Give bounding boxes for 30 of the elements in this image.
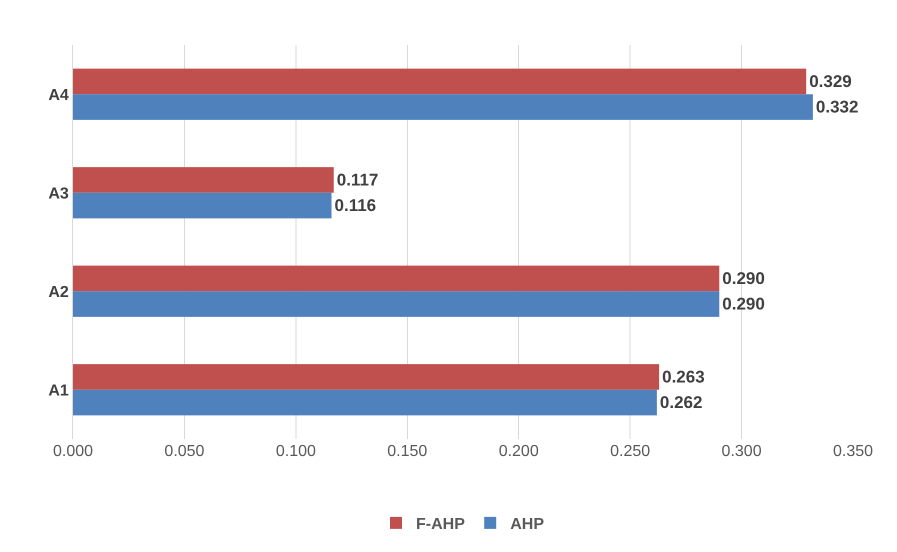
x-tick-label: 0.200: [498, 443, 539, 460]
x-tick-label: 0.050: [164, 443, 205, 460]
data-label: 0.117: [336, 170, 378, 190]
x-tick-label: 0.250: [610, 443, 650, 460]
bar: [73, 94, 813, 120]
bar: [73, 364, 660, 390]
data-label: 0.262: [660, 393, 702, 412]
legend-label: AHP: [510, 516, 544, 534]
data-label: 0.329: [809, 72, 852, 91]
y-tick-label: A3: [48, 185, 69, 202]
legend-label: F-AHP: [416, 516, 466, 534]
x-tick-label: 0.100: [276, 443, 316, 460]
bar: [73, 192, 332, 218]
y-tick-label: A4: [48, 86, 69, 104]
y-tick-label: A2: [48, 284, 69, 301]
bar: [73, 167, 334, 193]
x-tick-label: 0.350: [832, 443, 874, 460]
x-tick-label: 0.000: [52, 443, 94, 460]
data-label: 0.290: [722, 268, 765, 288]
y-tick-label: A1: [48, 382, 69, 400]
bar: [73, 266, 720, 292]
data-label: 0.290: [722, 294, 765, 314]
x-tick-label: 0.300: [722, 443, 762, 460]
bar: [73, 390, 657, 416]
data-label: 0.116: [334, 196, 376, 216]
bar: [73, 291, 720, 317]
bar: [73, 68, 806, 94]
data-label: 0.263: [662, 367, 705, 386]
data-label: 0.332: [816, 98, 858, 117]
x-tick-label: 0.150: [387, 443, 428, 460]
